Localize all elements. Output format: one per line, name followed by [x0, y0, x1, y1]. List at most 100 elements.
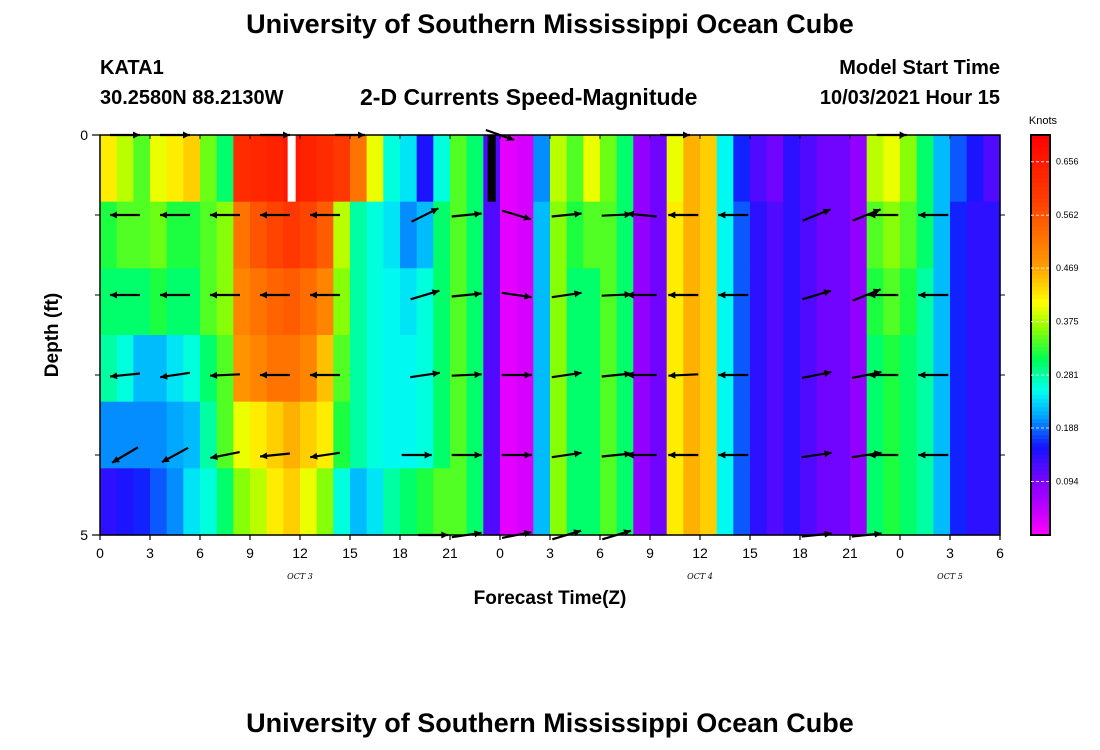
heat-cell [566, 268, 584, 336]
heat-cell [283, 468, 301, 536]
heat-cell [266, 468, 284, 536]
heat-cell [833, 135, 851, 203]
heat-cell [650, 335, 668, 403]
vector-arrowhead [210, 211, 217, 219]
heat-cell [466, 268, 484, 336]
current-vector [918, 451, 949, 459]
vector-arrowhead [626, 371, 634, 379]
heat-cell [300, 135, 318, 203]
model-start-label: Model Start Time [839, 57, 1000, 79]
heat-cell [900, 135, 918, 203]
colorbar-segment [1031, 399, 1050, 404]
heat-cell [483, 335, 501, 403]
heat-cell [933, 335, 951, 403]
heat-cell [683, 335, 701, 403]
heat-cell [933, 401, 951, 469]
heat-cell [233, 335, 251, 403]
heat-cell [683, 268, 701, 336]
heat-cell [466, 468, 484, 536]
heat-cell [416, 135, 434, 203]
heat-cell [200, 135, 218, 203]
colorbar-segment [1031, 223, 1050, 228]
vector-arrowhead [668, 371, 676, 379]
colorbar-tick-label: 0.375 [1056, 317, 1079, 327]
heat-cell [900, 201, 918, 269]
x-tick-label: 15 [742, 545, 758, 561]
heat-cell [266, 201, 284, 269]
heat-cell [316, 201, 334, 269]
heat-cell [600, 468, 618, 536]
current-vector [210, 451, 240, 461]
current-vector [501, 291, 532, 300]
vector-arrowhead [110, 291, 117, 299]
station-id: KATA1 [100, 57, 164, 79]
heat-cell [100, 135, 118, 203]
heat-cell [433, 468, 451, 536]
colorbar-segment [1031, 183, 1050, 188]
heat-cell [900, 268, 918, 336]
x-date-label: OCT 3 [287, 572, 313, 581]
vector-arrowhead [626, 210, 635, 218]
heat-cell [250, 468, 268, 536]
heat-cell [533, 135, 551, 203]
heat-cell [433, 201, 451, 269]
colorbar-segment [1031, 135, 1050, 140]
heat-cell [666, 401, 684, 469]
colorbar-segment [1031, 423, 1050, 428]
heat-cell [216, 135, 234, 203]
heat-cell [816, 268, 834, 336]
heat-cell [116, 201, 134, 269]
heat-cell [683, 468, 701, 536]
heat-cell [600, 268, 618, 336]
current-vector [802, 208, 832, 222]
heat-cell [966, 468, 984, 536]
heat-cell [650, 201, 668, 269]
vector-arrowhead [260, 452, 268, 460]
heat-cell [516, 268, 534, 336]
heat-cell [783, 135, 801, 203]
colorbar-segment [1031, 287, 1050, 292]
heat-cell [816, 335, 834, 403]
vector-arrowhead [918, 371, 926, 379]
heat-cell [116, 135, 134, 203]
current-vector [161, 446, 189, 464]
heat-cell [316, 135, 334, 203]
colorbar-segment [1031, 295, 1050, 300]
current-vector [718, 451, 749, 459]
colorbar-segment [1031, 335, 1050, 340]
colorbar-segment [1031, 427, 1050, 432]
heat-cell [183, 135, 201, 203]
heat-cell [433, 335, 451, 403]
colorbar-segment [1031, 503, 1050, 508]
current-vector [109, 372, 141, 380]
heat-cell [533, 401, 551, 469]
heat-cell [816, 135, 834, 203]
heat-cell [950, 135, 968, 203]
colorbar-segment [1031, 495, 1050, 500]
heat-cell [716, 335, 734, 403]
heat-cell [716, 135, 734, 203]
colorbar-segment [1031, 391, 1050, 396]
heat-cell [800, 401, 818, 469]
heat-cell [983, 268, 1001, 336]
vector-arrowhead [310, 211, 317, 219]
heat-cell [183, 201, 201, 269]
vector-arrowhead [432, 370, 440, 378]
heat-cell [400, 401, 418, 469]
heat-cell [433, 401, 451, 469]
heat-cell [250, 401, 268, 469]
heat-cell [883, 335, 901, 403]
heat-cell [133, 401, 151, 469]
colorbar-segment [1031, 199, 1050, 204]
heat-cell [550, 401, 568, 469]
heat-cell [766, 268, 784, 336]
colorbar-segment [1031, 211, 1050, 216]
colorbar-segment [1031, 151, 1050, 156]
current-vector [918, 371, 949, 379]
colorbar-segment [1031, 179, 1050, 184]
colorbar-segment [1031, 483, 1050, 488]
heat-cell [866, 135, 884, 203]
colorbar-segment [1031, 523, 1050, 528]
heat-cell [700, 401, 718, 469]
x-tick-label: 9 [246, 545, 254, 561]
